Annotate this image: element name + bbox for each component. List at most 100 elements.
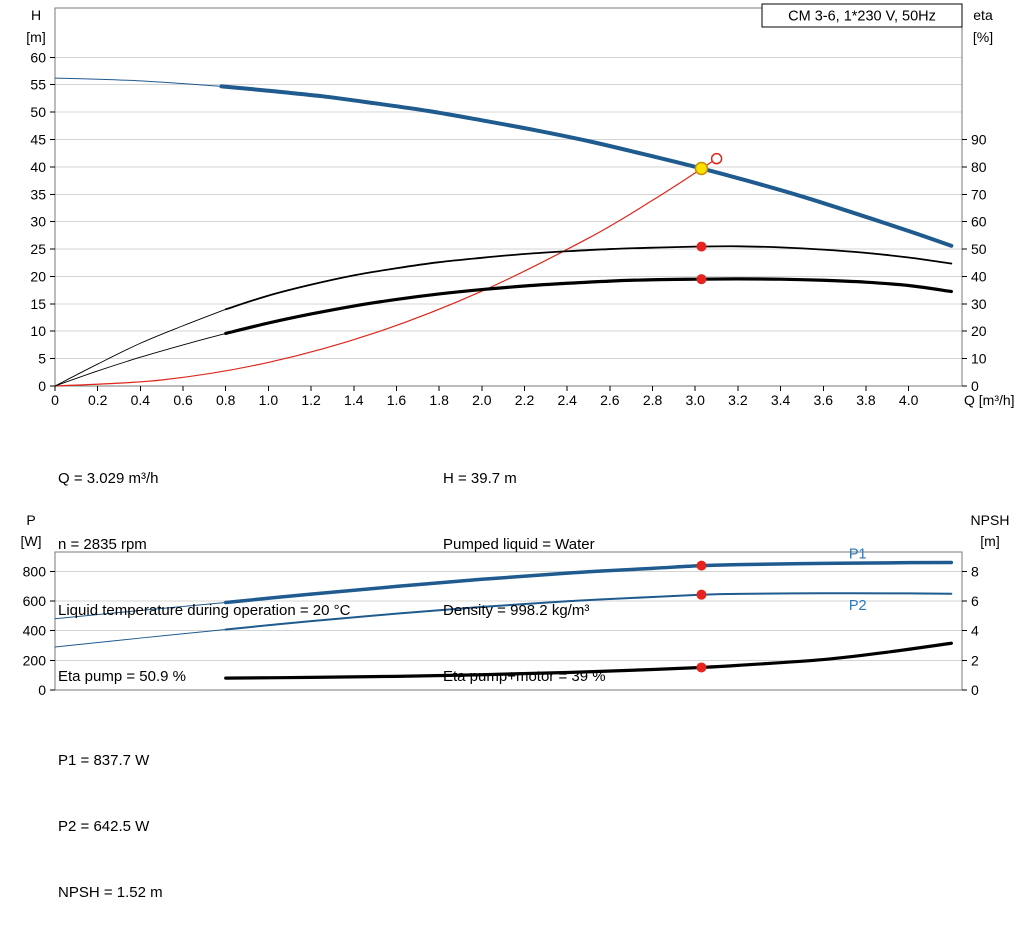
p1-curve (223, 560, 954, 605)
eta-pump-lead (54, 308, 227, 387)
left-tick-label: 0 (38, 378, 46, 394)
left-tick-label: 20 (30, 268, 46, 284)
pump-charts-canvas: 0510152025303540455055600102030405060708… (21, 3, 1015, 698)
system-curve (54, 158, 718, 387)
plot-frame (54, 7, 963, 387)
model-box-text: CM 3-6, 1*230 V, 50Hz (788, 9, 936, 25)
x-tick-label: 2.2 (515, 392, 535, 408)
info-line-eta-pump-motor: Eta pump+motor = 39 % (443, 668, 606, 685)
h-curve-lead (54, 77, 222, 87)
right-tick-label: 6 (971, 593, 979, 609)
series-label-p1: P1 (849, 547, 867, 563)
info-line-density: Density = 998.2 kg/m³ (443, 602, 590, 619)
x-tick-label: 1.4 (344, 392, 364, 408)
eta-pump-point-marker (696, 241, 707, 252)
eta-pump-motor-lead (54, 332, 227, 387)
left-tick-label: 50 (30, 104, 46, 120)
x-tick-label: 2.0 (472, 392, 492, 408)
right-tick-label: 40 (971, 268, 987, 284)
right-tick-label: 10 (971, 351, 987, 367)
p2-curve (224, 592, 953, 631)
plot-frame (54, 551, 963, 691)
x-tick-label: 1.6 (387, 392, 407, 408)
duty-info-left-column: Q = 3.029 m³/h n = 2835 rpm Liquid tempe… (58, 424, 350, 732)
left-tick-label: 400 (23, 623, 47, 639)
info-line-p2: P2 = 642.5 W (58, 818, 150, 835)
p2-point-marker (696, 589, 707, 600)
eta-pump-motor-curve (224, 277, 953, 336)
info-line-head: H = 39.7 m (443, 470, 517, 487)
info-line-temperature: Liquid temperature during operation = 20… (58, 602, 351, 619)
p1-curve-lead (54, 601, 227, 620)
left-tick-label: 10 (30, 323, 46, 339)
npsh-point-marker (696, 662, 707, 673)
qh-eta-chart: 0 5 10 15 20 25 30 35 40 45 50 55 60 0 10 20 30 40 50 60 70 8… (26, 3, 1015, 408)
left-axis-title: P (26, 512, 35, 528)
x-axis-title: Q [m³/h] (964, 392, 1015, 408)
x-tick-label: 0.2 (88, 392, 108, 408)
right-tick-label: 0 (971, 378, 979, 394)
left-tick-label: 40 (30, 159, 46, 175)
x-tick-label: 1.0 (259, 392, 279, 408)
model-box (761, 3, 963, 28)
left-tick-label: 25 (30, 241, 46, 257)
x-tick-label: 3.6 (814, 392, 834, 408)
info-line-flow: Q = 3.029 m³/h (58, 470, 159, 487)
right-tick-label: 2 (971, 652, 979, 668)
p1-point-marker (696, 560, 707, 571)
left-tick-label: 5 (38, 351, 46, 367)
h-curve (219, 84, 954, 248)
x-tick-label: 3.8 (856, 392, 876, 408)
x-tick-label: 2.6 (600, 392, 620, 408)
x-tick-label: 3.2 (728, 392, 748, 408)
right-tick-label: 80 (971, 159, 987, 175)
power-npsh-chart: 0 200 400 600 800 0 2 4 6 8 P [W] NPSH [m] P1 P2 (21, 512, 1010, 698)
x-tick-label: 1.2 (301, 392, 321, 408)
left-axis-title: H (31, 7, 41, 23)
left-axis-title: [W] (21, 533, 42, 549)
info-line-speed: n = 2835 rpm (58, 536, 147, 553)
right-tick-label: 70 (971, 186, 987, 202)
x-tick-label: 4.0 (899, 392, 919, 408)
x-tick-label: 0.6 (173, 392, 193, 408)
right-axis-title: NPSH (971, 512, 1010, 528)
eta-pump-motor-point-marker (696, 274, 707, 285)
right-tick-label: 8 (971, 563, 979, 579)
x-tick-label: 0.8 (216, 392, 236, 408)
right-tick-label: 50 (971, 241, 987, 257)
right-tick-label: 90 (971, 131, 987, 147)
left-axis-title: [m] (26, 29, 45, 45)
series-label-p2: P2 (849, 598, 867, 614)
right-tick-label: 0 (971, 682, 979, 698)
p2-curve-lead (54, 628, 227, 648)
left-tick-label: 30 (30, 214, 46, 230)
x-tick-label: 1.8 (429, 392, 449, 408)
x-tick-label: 2.4 (557, 392, 577, 408)
left-tick-label: 800 (23, 563, 47, 579)
right-tick-label: 4 (971, 623, 979, 639)
left-tick-label: 0 (38, 682, 46, 698)
x-tick-label: 0.4 (131, 392, 151, 408)
info-line-eta-pump: Eta pump = 50.9 % (58, 668, 186, 685)
right-axis-title: eta (973, 7, 993, 23)
right-tick-label: 60 (971, 214, 987, 230)
info-line-npsh: NPSH = 1.52 m (58, 884, 163, 901)
system-curve-end-marker (710, 152, 723, 165)
left-tick-label: 200 (23, 652, 47, 668)
right-tick-label: 30 (971, 296, 987, 312)
left-tick-label: 60 (30, 49, 46, 65)
npsh-curve (224, 641, 953, 680)
left-tick-label: 55 (30, 77, 46, 93)
power-info-column: P1 = 837.7 W P2 = 642.5 W NPSH = 1.52 m (58, 706, 163, 948)
duty-info-right-column: H = 39.7 m Pumped liquid = Water Density… (443, 424, 606, 732)
duty-point-marker (694, 161, 709, 176)
left-tick-label: 35 (30, 186, 46, 202)
left-tick-label: 45 (30, 131, 46, 147)
info-line-liquid: Pumped liquid = Water (443, 536, 595, 553)
left-tick-label: 600 (23, 593, 47, 609)
right-axis-title: [m] (980, 533, 999, 549)
eta-pump-curve (224, 245, 953, 311)
left-tick-label: 15 (30, 296, 46, 312)
right-tick-label: 20 (971, 323, 987, 339)
info-line-p1: P1 = 837.7 W (58, 752, 150, 769)
